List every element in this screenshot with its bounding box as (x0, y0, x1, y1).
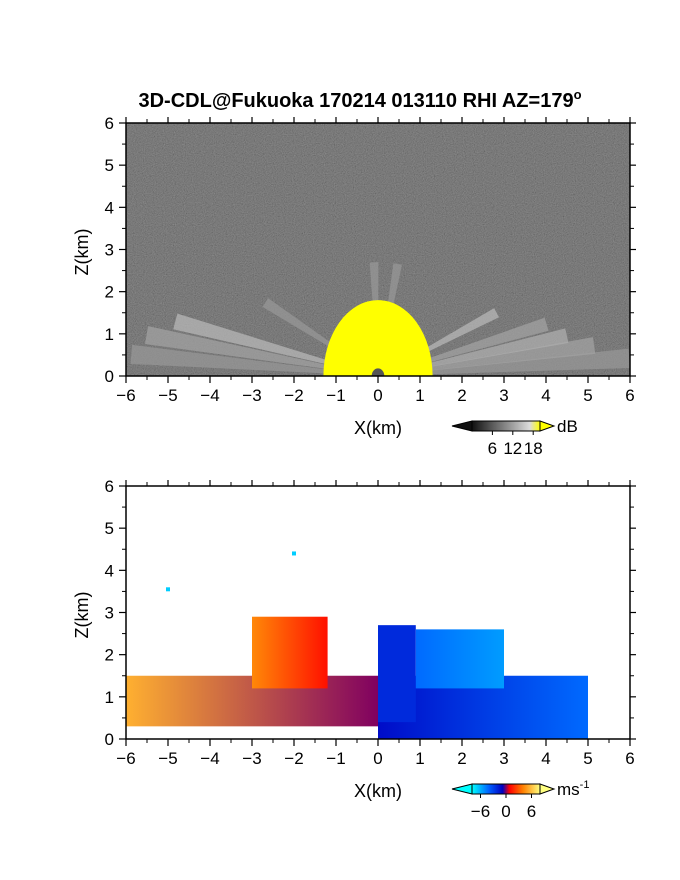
x-tick-label: 2 (457, 386, 466, 405)
backscatter-colorbar: dB 6 12 18 (451, 417, 578, 458)
x-tick-label: −5 (158, 386, 177, 405)
x-tick-label: 3 (499, 386, 508, 405)
y-tick-label: 2 (105, 283, 114, 302)
y-tick-label: 0 (105, 367, 114, 386)
backscatter-ray (130, 344, 378, 376)
x-tick-label: 2 (457, 749, 466, 768)
x-tick-label: 6 (625, 749, 634, 768)
velocity-region (252, 616, 328, 689)
velocity-speckle (292, 551, 296, 556)
y-tick-label: 4 (105, 561, 114, 580)
velocity-y-axis-label: Z(km) (72, 592, 92, 639)
y-tick-label: 5 (105, 519, 114, 538)
backscatter-field (130, 262, 630, 376)
colorbar-tick-label: 0 (501, 802, 510, 821)
y-tick-label: 6 (105, 114, 114, 133)
scan-origin (371, 368, 385, 376)
colorbar-unit: ms-1 (557, 779, 589, 799)
colorbar-ticks: −6 0 6 (471, 794, 536, 821)
x-tick-label: 3 (499, 749, 508, 768)
colorbar-high-arrow (539, 783, 556, 795)
y-tick-label: 3 (105, 241, 114, 260)
colorbar-low-arrow (451, 420, 473, 432)
colorbar-low-arrow (451, 783, 473, 795)
x-tick-label: 0 (373, 749, 382, 768)
velocity-x-axis-label: X(km) (354, 781, 402, 801)
colorbar-gradient (471, 783, 541, 795)
backscatter-ray (144, 326, 378, 376)
colorbar-tick-label: 18 (524, 439, 543, 458)
x-tick-label: 6 (625, 386, 634, 405)
y-tick-label: 6 (105, 477, 114, 496)
x-tick-label: −2 (284, 749, 303, 768)
chart-title: 3D-CDL@Fukuoka 170214 013110 RHI AZ=179o (138, 87, 581, 112)
velocity-x-axis: −6 −5 −4 −3 −2 −1 0 1 2 3 4 5 6 (116, 480, 635, 768)
x-tick-label: −4 (200, 749, 219, 768)
saturated-zone (323, 300, 433, 376)
y-tick-label: 4 (105, 198, 114, 217)
velocity-speckle (166, 587, 170, 592)
colorbar-tick-label: 12 (503, 439, 522, 458)
y-tick-label: 1 (105, 325, 114, 344)
velocity-field (126, 551, 588, 739)
x-tick-label: −1 (326, 749, 345, 768)
colorbar-tick-label: −6 (471, 802, 490, 821)
y-tick-label: 2 (105, 646, 114, 665)
y-tick-label: 0 (105, 730, 114, 749)
y-tick-label: 3 (105, 604, 114, 623)
velocity-region (415, 629, 504, 689)
x-tick-label: 1 (415, 749, 424, 768)
x-tick-label: 1 (415, 386, 424, 405)
backscatter-y-axis: 0 1 2 3 4 5 6 (105, 114, 636, 386)
colorbar-tick-label: 6 (527, 802, 536, 821)
velocity-y-axis: 0 1 2 3 4 5 6 (105, 477, 636, 749)
velocity-region (378, 625, 416, 723)
colorbar-tick-label: 6 (488, 439, 497, 458)
x-tick-label: 5 (583, 386, 592, 405)
colorbar-ticks: 6 12 18 (488, 431, 543, 458)
x-tick-label: −1 (326, 386, 345, 405)
backscatter-y-axis-label: Z(km) (72, 229, 92, 276)
x-tick-label: 0 (373, 386, 382, 405)
x-tick-label: −2 (284, 386, 303, 405)
velocity-colorbar: ms-1 −6 0 6 (451, 779, 589, 821)
x-tick-label: −4 (200, 386, 219, 405)
y-tick-label: 1 (105, 688, 114, 707)
x-tick-label: −5 (158, 749, 177, 768)
x-tick-label: 4 (541, 386, 550, 405)
backscatter-x-axis: −6 −5 −4 −3 −2 −1 0 1 2 3 4 5 6 (116, 117, 635, 405)
x-tick-label: 5 (583, 749, 592, 768)
colorbar-gradient (471, 420, 541, 432)
x-tick-label: −3 (242, 386, 261, 405)
colorbar-unit: dB (557, 417, 578, 436)
y-tick-label: 5 (105, 156, 114, 175)
backscatter-x-axis-label: X(km) (354, 418, 402, 438)
x-tick-label: −6 (116, 749, 135, 768)
x-tick-label: −6 (116, 386, 135, 405)
colorbar-high-arrow (539, 420, 556, 432)
x-tick-label: −3 (242, 749, 261, 768)
x-tick-label: 4 (541, 749, 550, 768)
